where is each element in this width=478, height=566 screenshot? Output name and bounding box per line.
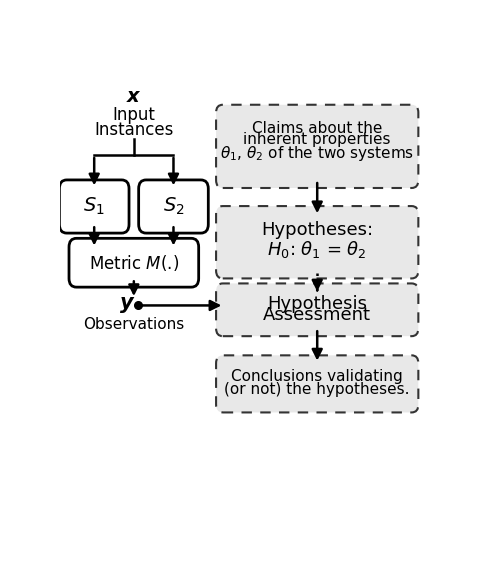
Text: $\boldsymbol{y}$: $\boldsymbol{y}$ [119, 295, 135, 315]
Text: Claims about the: Claims about the [252, 121, 382, 136]
Text: $\boldsymbol{S_1}$: $\boldsymbol{S_1}$ [83, 196, 105, 217]
FancyBboxPatch shape [216, 206, 418, 278]
Text: Observations: Observations [83, 317, 185, 332]
Text: Hypothesis: Hypothesis [267, 295, 367, 313]
Text: Instances: Instances [94, 121, 174, 139]
Text: Conclusions validating: Conclusions validating [231, 369, 403, 384]
FancyBboxPatch shape [139, 180, 208, 233]
FancyBboxPatch shape [216, 284, 418, 336]
Text: $\boldsymbol{\theta_1}$, $\boldsymbol{\theta_2}$ of the two systems: $\boldsymbol{\theta_1}$, $\boldsymbol{\t… [220, 144, 414, 163]
Text: $\boldsymbol{S_2}$: $\boldsymbol{S_2}$ [163, 196, 185, 217]
FancyBboxPatch shape [69, 238, 199, 287]
Text: Input: Input [112, 105, 155, 123]
FancyBboxPatch shape [59, 180, 129, 233]
Text: Hypotheses:: Hypotheses: [261, 221, 373, 239]
Text: inherent properties: inherent properties [243, 132, 391, 147]
FancyBboxPatch shape [216, 105, 418, 188]
FancyBboxPatch shape [216, 355, 418, 413]
Text: $H_0$: $\boldsymbol{\theta_1}$ = $\boldsymbol{\theta_2}$: $H_0$: $\boldsymbol{\theta_1}$ = $\bolds… [267, 239, 367, 260]
Text: Metric $\it{M}$(.): Metric $\it{M}$(.) [89, 253, 179, 273]
Text: Assessment: Assessment [263, 306, 371, 324]
Text: (or not) the hypotheses.: (or not) the hypotheses. [225, 382, 410, 397]
Text: $\boldsymbol{x}$: $\boldsymbol{x}$ [126, 87, 142, 106]
